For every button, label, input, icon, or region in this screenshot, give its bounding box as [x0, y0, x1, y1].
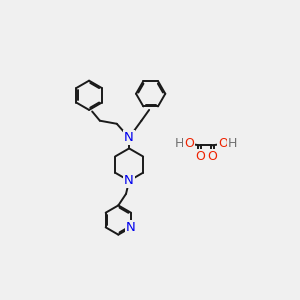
Text: N: N — [124, 131, 134, 144]
Text: N: N — [126, 221, 136, 234]
Text: H: H — [228, 137, 237, 150]
Text: O: O — [184, 137, 194, 150]
Text: N: N — [124, 174, 134, 187]
Text: H: H — [175, 137, 184, 150]
Text: O: O — [218, 137, 228, 150]
Text: O: O — [195, 150, 205, 163]
Text: O: O — [207, 150, 217, 163]
